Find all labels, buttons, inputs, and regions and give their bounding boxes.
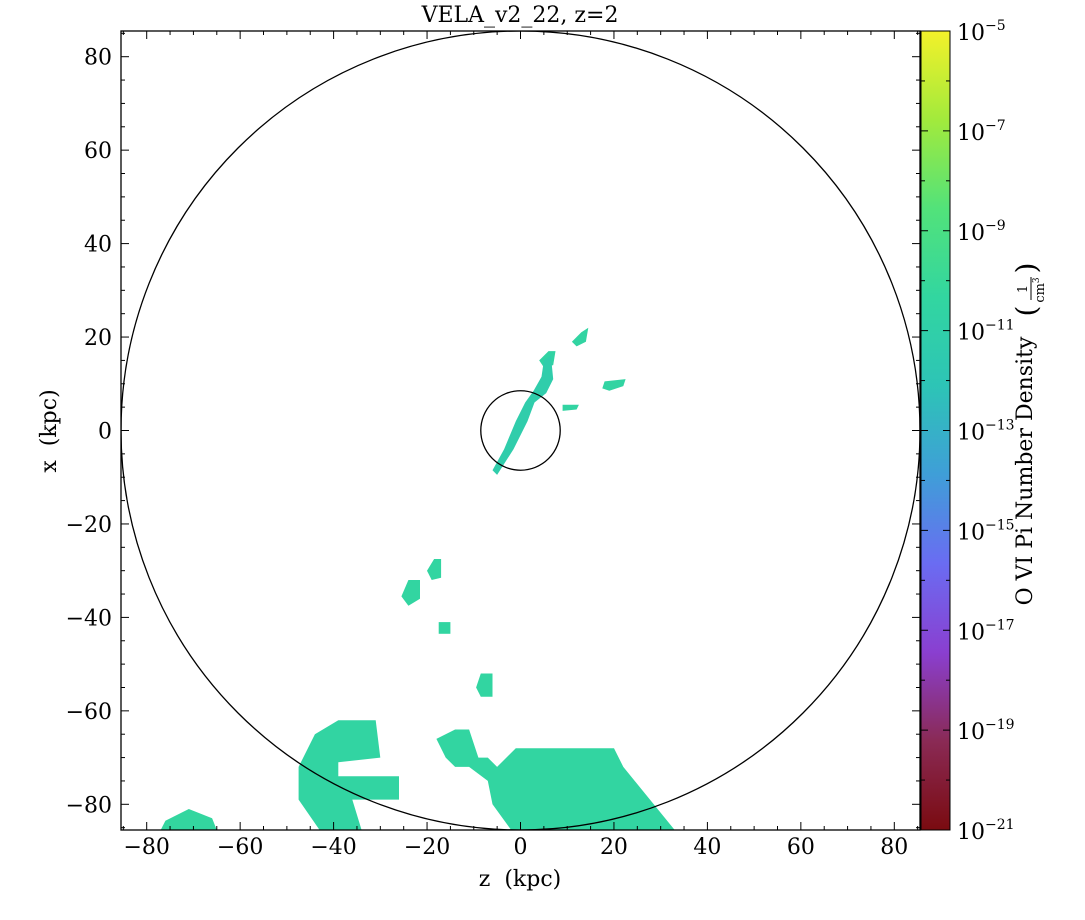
colorbar-tick-label: 10−21 [957, 817, 1015, 845]
x-tick-label: −40 [310, 835, 356, 860]
large-blob-west [298, 720, 399, 830]
x-tick-label: 80 [880, 835, 908, 860]
plot-frame [120, 30, 921, 831]
colorbar-tick-base: 10 [957, 421, 985, 446]
blob-southwest [160, 809, 217, 830]
colorbar-unit-denominator: cm3 [1032, 277, 1048, 303]
colorbar-tick-base: 10 [957, 620, 985, 645]
colorbar-label: O VI Pi Number Density ( 1 cm3 ) [1010, 263, 1048, 606]
colorbar-tick-label: 10−11 [957, 318, 1015, 346]
y-tick-label: 20 [84, 326, 112, 351]
large-blob-south [436, 729, 675, 830]
colorbar-ticks: 10−510−710−910−1110−1310−1510−1710−1910−… [921, 18, 1015, 845]
y-tick-label: 40 [84, 233, 112, 258]
colorbar-tick-label: 10−17 [957, 617, 1015, 645]
colorbar-tick-exponent: −13 [985, 418, 1015, 434]
x-tick-label: −20 [404, 835, 450, 860]
y-tick-label: −80 [66, 793, 112, 818]
clump-east [602, 379, 626, 391]
colorbar-tick-label: 10−15 [957, 517, 1015, 545]
density-regions [160, 327, 675, 830]
chart-title: VELA_v2_22, z=2 [421, 3, 619, 28]
y-tick-label: 80 [84, 46, 112, 71]
colorbar-tick-exponent: −9 [985, 218, 1006, 234]
x-tick-label: −60 [217, 835, 263, 860]
colorbar-tick-exponent: −21 [985, 817, 1015, 833]
x-axis-ticks: −80 −60 −40 −20 0 20 40 60 80 [122, 31, 919, 860]
colorbar: 10−510−710−910−1110−1310−1510−1710−1910−… [920, 18, 1048, 845]
colorbar-unit-base: cm [1033, 283, 1048, 303]
y-axis-ticks: −80 −60 −40 −20 0 20 40 60 80 [66, 32, 920, 829]
colorbar-tick-label: 10−9 [957, 218, 1006, 246]
clump-w-4 [476, 673, 493, 697]
colorbar-tick-exponent: −7 [985, 118, 1006, 134]
clump-w-1 [427, 559, 442, 580]
radius-circles [121, 31, 920, 830]
plot-area: −80 −60 −40 −20 0 20 40 60 80 −80 −60 −40 −20 0 20 40 6… [66, 30, 921, 860]
colorbar-tick-base: 10 [957, 520, 985, 545]
colorbar-label-text: O VI Pi Number Density [1013, 336, 1038, 605]
inner-circle [480, 390, 561, 471]
clump-w-3 [438, 622, 451, 634]
y-tick-label: −40 [66, 606, 112, 631]
x-tick-label: 60 [787, 835, 815, 860]
filament [492, 355, 554, 475]
colorbar-tick-label: 10−7 [957, 118, 1006, 146]
colorbar-tick-base: 10 [957, 21, 985, 46]
colorbar-tick-base: 10 [957, 221, 985, 246]
colorbar-tick-label: 10−19 [957, 717, 1015, 745]
colorbar-unit-power: 3 [1032, 277, 1042, 283]
colorbar-tick-exponent: −11 [985, 318, 1015, 334]
clump-mid-east [562, 404, 579, 411]
y-tick-label: 0 [98, 420, 112, 445]
colorbar-unit-close-paren: ) [1010, 263, 1043, 274]
colorbar-tick-base: 10 [957, 121, 985, 146]
x-axis-label: z (kpc) [479, 867, 561, 892]
colorbar-tick-exponent: −17 [985, 617, 1015, 633]
clump-ne-1 [571, 327, 589, 347]
x-tick-label: 20 [600, 835, 628, 860]
colorbar-tick-exponent: −19 [985, 717, 1015, 733]
colorbar-tick-base: 10 [957, 720, 985, 745]
colorbar-tick-exponent: −15 [985, 517, 1015, 533]
colorbar-tick-base: 10 [957, 321, 985, 346]
x-tick-label: −80 [123, 835, 169, 860]
x-tick-label: 40 [693, 835, 721, 860]
y-axis-label: x (kpc) [37, 389, 62, 472]
clump-w-2 [401, 580, 420, 606]
colorbar-tick-label: 10−13 [957, 418, 1015, 446]
y-tick-label: −20 [66, 513, 112, 538]
colorbar-unit-numerator: 1 [1016, 285, 1031, 293]
x-tick-label: 0 [514, 835, 528, 860]
y-tick-label: 60 [84, 139, 112, 164]
colorbar-tick-label: 10−5 [957, 18, 1006, 46]
colorbar-tick-base: 10 [957, 820, 985, 845]
colorbar-unit-open-paren: ( [1010, 306, 1043, 317]
colorbar-tick-exponent: −5 [985, 18, 1006, 34]
y-tick-label: −60 [66, 700, 112, 725]
